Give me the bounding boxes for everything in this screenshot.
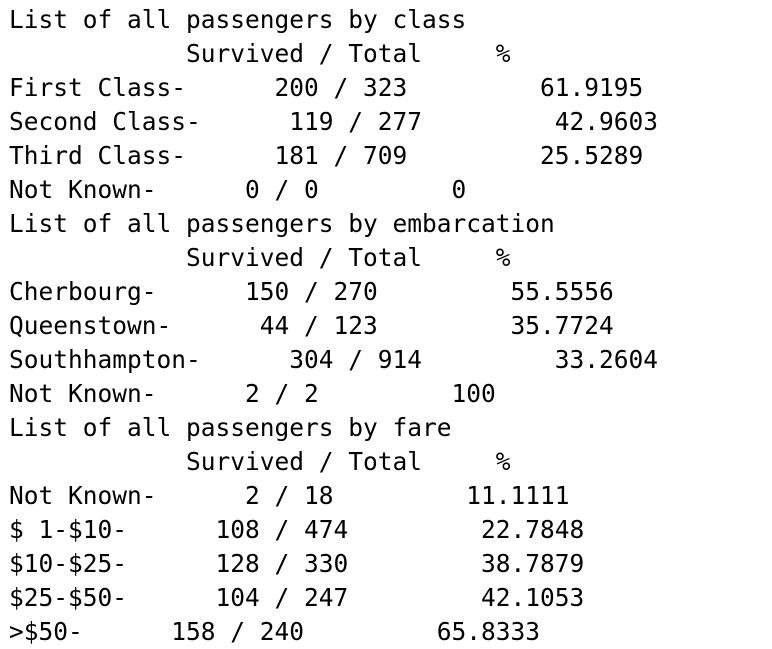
row-second-class: Second Class- 119 / 277 42.9603 bbox=[9, 107, 659, 136]
row-first-class: First Class- 200 / 323 61.9195 bbox=[9, 73, 644, 102]
row-fare-over-50: >$50- 158 / 240 65.8333 bbox=[9, 617, 541, 646]
section-heading-class: List of all passengers by class bbox=[9, 5, 467, 34]
row-fare-10-25: $10-$25- 128 / 330 38.7879 bbox=[9, 549, 585, 578]
column-header-embarcation: Survived / Total % bbox=[9, 243, 511, 272]
row-southhampton: Southhampton- 304 / 914 33.2604 bbox=[9, 345, 659, 374]
row-cherbourg: Cherbourg- 150 / 270 55.5556 bbox=[9, 277, 614, 306]
row-queenstown: Queenstown- 44 / 123 35.7724 bbox=[9, 311, 614, 340]
column-header-fare: Survived / Total % bbox=[9, 447, 511, 476]
row-fare-25-50: $25-$50- 104 / 247 42.1053 bbox=[9, 583, 585, 612]
section-heading-fare: List of all passengers by fare bbox=[9, 413, 452, 442]
row-fare-not-known: Not Known- 2 / 18 11.1111 bbox=[9, 481, 570, 510]
section-heading-embarcation: List of all passengers by embarcation bbox=[9, 209, 555, 238]
row-third-class: Third Class- 181 / 709 25.5289 bbox=[9, 141, 644, 170]
row-class-not-known: Not Known- 0 / 0 0 bbox=[9, 175, 467, 204]
column-header-class: Survived / Total % bbox=[9, 39, 511, 68]
row-embarcation-not-known: Not Known- 2 / 2 100 bbox=[9, 379, 496, 408]
row-fare-1-10: $ 1-$10- 108 / 474 22.7848 bbox=[9, 515, 585, 544]
